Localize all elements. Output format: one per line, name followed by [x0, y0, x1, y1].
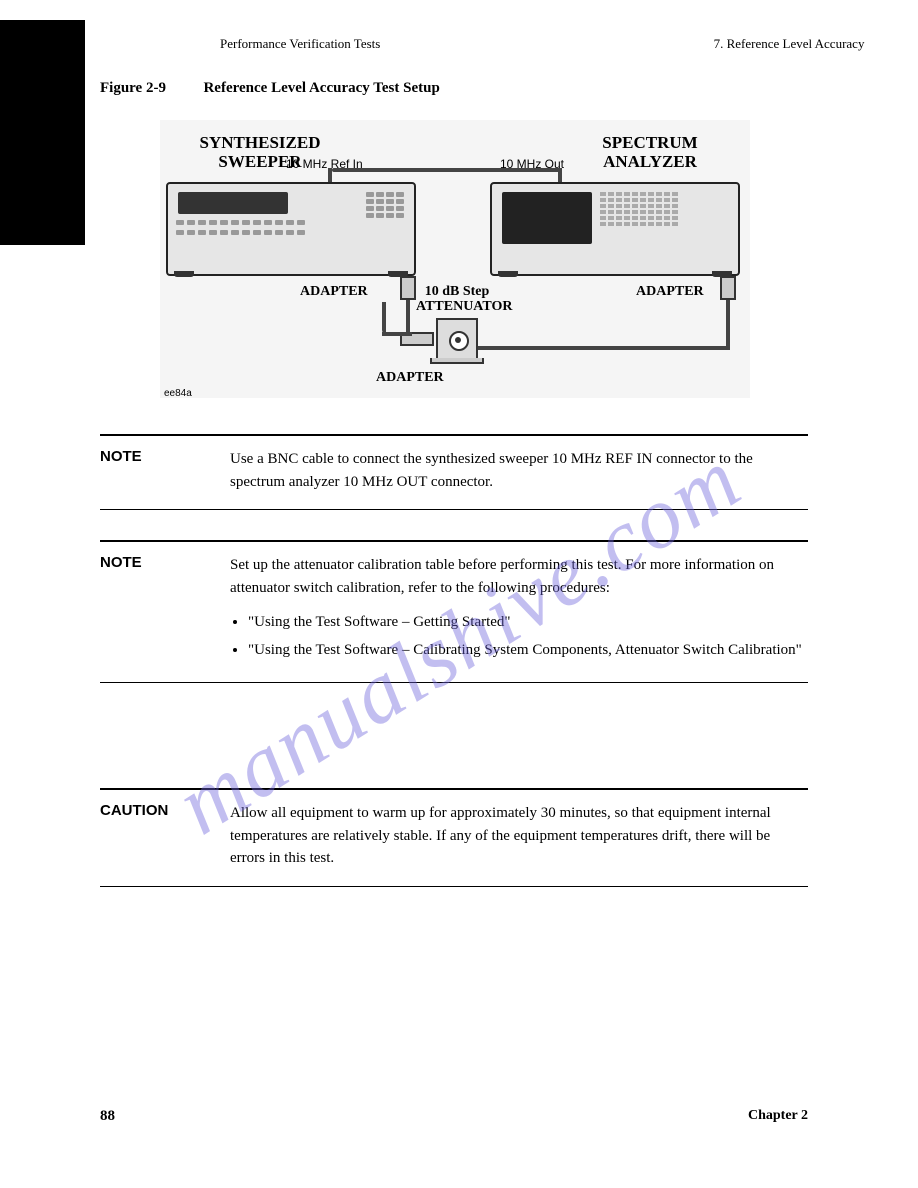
- caution-block: CAUTION Allow all equipment to warm up f…: [100, 788, 808, 887]
- caution-body: Allow all equipment to warm up for appro…: [230, 802, 808, 870]
- wire: [726, 300, 730, 350]
- wire: [382, 332, 412, 336]
- note-body: Use a BNC cable to connect the synthesiz…: [230, 448, 808, 493]
- label-figid: ee84a: [164, 388, 192, 399]
- label-adapter: ADAPTER: [636, 284, 704, 299]
- label-refout: 10 MHz Out: [500, 158, 564, 171]
- spectrum-analyzer-icon: [490, 182, 740, 276]
- label-adapter: ADAPTER: [300, 284, 368, 299]
- page-header: Performance Verification Tests 7. Refere…: [220, 36, 864, 52]
- figure-caption: Figure 2-9 Reference Level Accuracy Test…: [100, 80, 440, 97]
- button-row: [176, 220, 406, 225]
- adapter-block: [720, 276, 736, 300]
- label-refin: 10 MHz Ref In: [286, 158, 363, 171]
- side-tab: [0, 20, 85, 245]
- instrument-screen: [178, 192, 288, 214]
- caution-tag: CAUTION: [100, 802, 230, 870]
- wire: [406, 300, 410, 334]
- header-left: Performance Verification Tests: [220, 36, 380, 51]
- page-chapter: Chapter 2: [748, 1108, 808, 1124]
- header-right: 7. Reference Level Accuracy: [714, 36, 865, 51]
- list-item: "Using the Test Software – Calibrating S…: [248, 639, 808, 662]
- note-intro: Set up the attenuator calibration table …: [230, 554, 808, 599]
- figure-number: Figure 2-9: [100, 80, 166, 96]
- rule: [100, 682, 808, 683]
- figure-title: Reference Level Accuracy Test Setup: [203, 80, 439, 96]
- keypad: [600, 192, 678, 226]
- note-body: Set up the attenuator calibration table …: [230, 554, 808, 666]
- adapter-block: [400, 276, 416, 300]
- keypad: [366, 192, 404, 218]
- page-number: 88: [100, 1108, 115, 1125]
- label-analyzer: SPECTRUM ANALYZER: [560, 134, 740, 171]
- synthesized-sweeper-icon: [166, 182, 416, 276]
- note-block: NOTE Use a BNC cable to connect the synt…: [100, 434, 808, 683]
- label-attenuator: 10 dB Step ATTENUATOR: [416, 284, 498, 315]
- list-item: "Using the Test Software – Getting Start…: [248, 611, 808, 634]
- attenuator-icon: [436, 318, 478, 360]
- note-tag: NOTE: [100, 554, 230, 666]
- rule: [100, 886, 808, 887]
- label-adapter: ADAPTER: [376, 370, 444, 385]
- feet: [174, 271, 408, 277]
- note-tag: NOTE: [100, 448, 230, 493]
- wire: [382, 302, 386, 334]
- button-row: [176, 230, 406, 235]
- setup-diagram: SYNTHESIZED SWEEPER SPECTRUM ANALYZER 10…: [100, 114, 780, 418]
- note-list: "Using the Test Software – Getting Start…: [230, 611, 808, 661]
- wire: [478, 346, 730, 350]
- feet: [498, 271, 732, 277]
- attenuator-base: [430, 358, 484, 364]
- instrument-screen: [502, 192, 592, 244]
